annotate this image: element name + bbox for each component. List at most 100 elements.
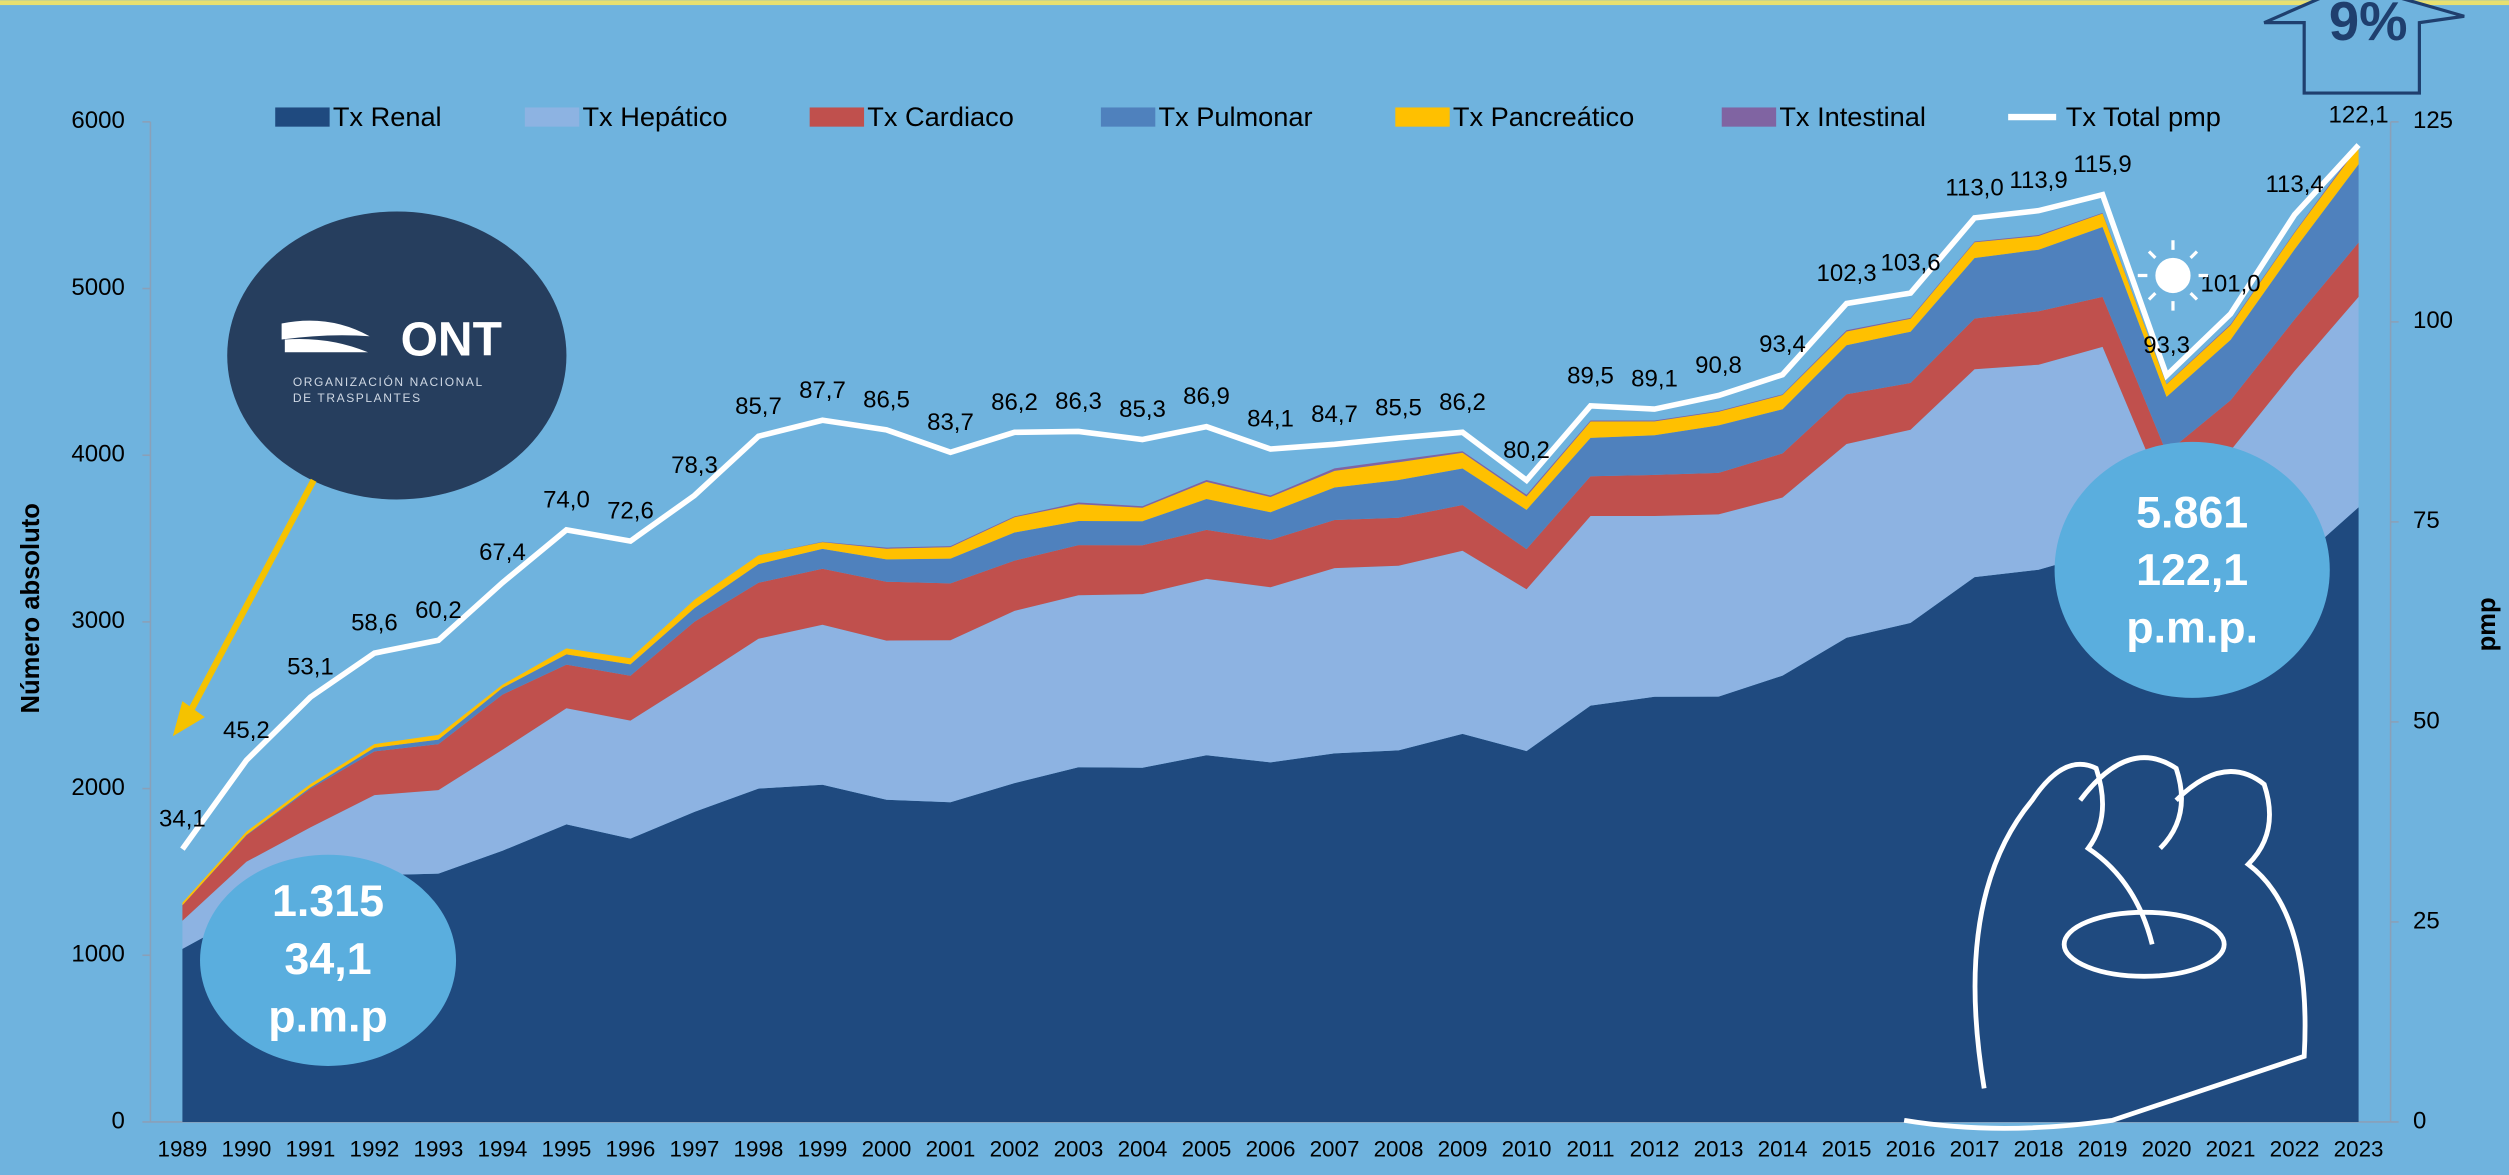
legend-label: Tx Hepático xyxy=(582,101,727,132)
legend-label: Tx Pulmonar xyxy=(1158,101,1312,132)
x-tick-label: 2012 xyxy=(1630,1137,1680,1162)
x-tick-label: 2007 xyxy=(1310,1137,1360,1162)
legend-swatch xyxy=(809,107,865,127)
x-tick-label: 2009 xyxy=(1438,1137,1488,1162)
x-tick-label: 2016 xyxy=(1886,1137,1936,1162)
y-tick-label: 1000 xyxy=(71,941,124,968)
arrow-head xyxy=(172,701,205,737)
end-bubble xyxy=(2054,441,2330,698)
data-label: 103,6 xyxy=(1881,250,1941,277)
legend-swatch xyxy=(524,107,580,127)
x-tick-label: 2015 xyxy=(1822,1137,1872,1162)
data-label: 115,9 xyxy=(2073,151,2131,178)
y-tick-label: 6000 xyxy=(71,107,124,134)
data-label: 84,7 xyxy=(1311,401,1358,428)
surgeons-sketch xyxy=(1903,755,2308,1131)
growth-arrow xyxy=(2263,0,2465,95)
x-tick-label: 2020 xyxy=(2142,1137,2192,1162)
data-label: 67,4 xyxy=(479,539,526,566)
start-value: 34,1 xyxy=(284,934,371,984)
data-label: 85,5 xyxy=(1375,394,1422,421)
logo-bird xyxy=(281,320,370,353)
data-label: 93,3 xyxy=(2143,332,2190,359)
data-label: 113,0 xyxy=(1945,174,2003,201)
logo-line: DE TRASPLANTES xyxy=(293,391,422,405)
top-border xyxy=(0,0,2509,6)
x-tick-label: 2011 xyxy=(1566,1137,1614,1162)
x-tick-label: 2003 xyxy=(1054,1137,1104,1162)
y-tick-label: 2000 xyxy=(71,774,124,801)
logo-name: ONT xyxy=(401,313,502,366)
data-label: 58,6 xyxy=(351,610,398,637)
x-tick-label: 2019 xyxy=(2078,1137,2128,1162)
data-label: 86,2 xyxy=(1439,389,1486,416)
x-tick-label: 2023 xyxy=(2334,1137,2384,1162)
legend-label: Tx Renal xyxy=(333,101,442,132)
start-value: 1.315 xyxy=(272,876,384,926)
x-tick-label: 1996 xyxy=(606,1137,656,1162)
x-tick-label: 2014 xyxy=(1758,1137,1808,1162)
legend-label: Tx Intestinal xyxy=(1779,101,1926,132)
x-tick-label: 2013 xyxy=(1694,1137,1744,1162)
y-tick-label: 5000 xyxy=(71,274,124,301)
data-label: 86,3 xyxy=(1055,388,1102,415)
data-label: 90,8 xyxy=(1695,352,1742,379)
logo-badge xyxy=(227,211,567,500)
end-value: 122,1 xyxy=(2136,545,2248,595)
legend-swatch xyxy=(1395,107,1450,127)
legend-swatch xyxy=(1100,107,1156,127)
x-tick-label: 1990 xyxy=(222,1137,272,1162)
x-tick-label: 2021 xyxy=(2206,1137,2256,1162)
logo-line: ORGANIZACIÓN NACIONAL xyxy=(293,374,484,389)
start-value: p.m.p xyxy=(268,991,387,1041)
virus-icon xyxy=(2137,240,2209,311)
end-value: p.m.p. xyxy=(2126,603,2258,653)
x-tick-label: 1989 xyxy=(158,1137,208,1162)
y2-tick-label: 125 xyxy=(2413,107,2453,134)
x-tick-label: 1992 xyxy=(350,1137,400,1162)
x-tick-label: 2002 xyxy=(990,1137,1040,1162)
y-tick-label: 4000 xyxy=(71,441,124,468)
x-tick-label: 2006 xyxy=(1246,1137,1296,1162)
data-label: 89,5 xyxy=(1567,362,1614,389)
data-label: 60,2 xyxy=(415,597,462,624)
x-tick-label: 2010 xyxy=(1502,1137,1552,1162)
area xyxy=(182,296,2359,949)
legend-label: Tx Cardiaco xyxy=(867,101,1014,132)
y2-tick-label: 75 xyxy=(2413,507,2440,534)
data-label: 113,4 xyxy=(2265,171,2323,198)
y2-tick-label: 25 xyxy=(2413,907,2440,934)
x-tick-label: 2005 xyxy=(1182,1137,1232,1162)
end-value: 5.861 xyxy=(2136,487,2248,537)
y2-tick-label: 50 xyxy=(2413,707,2440,734)
start-bubble xyxy=(200,854,457,1066)
data-label: 78,3 xyxy=(671,452,718,479)
data-label: 74,0 xyxy=(543,486,590,513)
data-label: 34,1 xyxy=(159,806,206,833)
data-label: 86,5 xyxy=(863,386,910,413)
x-tick-label: 1993 xyxy=(414,1137,464,1162)
data-label: 72,6 xyxy=(607,498,654,525)
x-tick-label: 1991 xyxy=(286,1137,336,1162)
data-label: 102,3 xyxy=(1817,260,1877,287)
data-label: 53,1 xyxy=(287,654,334,681)
area xyxy=(182,507,2359,1122)
legend-label: Tx Pancreático xyxy=(1453,101,1634,132)
y-tick-label: 3000 xyxy=(71,607,124,634)
y2-axis-title: pmp xyxy=(2473,597,2501,651)
legend-swatch xyxy=(275,107,330,127)
plot-area: 0 1000 2000 3000 4000 5000 6000 0 25 50 75 100 125 34… xyxy=(71,102,2453,1162)
area xyxy=(182,242,2359,921)
data-label: 45,2 xyxy=(223,717,270,744)
data-label: 122,1 xyxy=(2329,102,2389,129)
line xyxy=(180,143,2361,851)
x-tick-label: 2001 xyxy=(926,1137,976,1162)
data-label: 93,4 xyxy=(1759,331,1806,358)
data-label: 80,2 xyxy=(1503,437,1550,464)
x-tick-label: 2018 xyxy=(2014,1137,2064,1162)
y-axis-title: Número absoluto xyxy=(17,503,45,713)
y2-tick-label: 0 xyxy=(2413,1107,2426,1134)
x-tick-label: 2000 xyxy=(862,1137,912,1162)
data-label: 89,1 xyxy=(1631,366,1678,393)
